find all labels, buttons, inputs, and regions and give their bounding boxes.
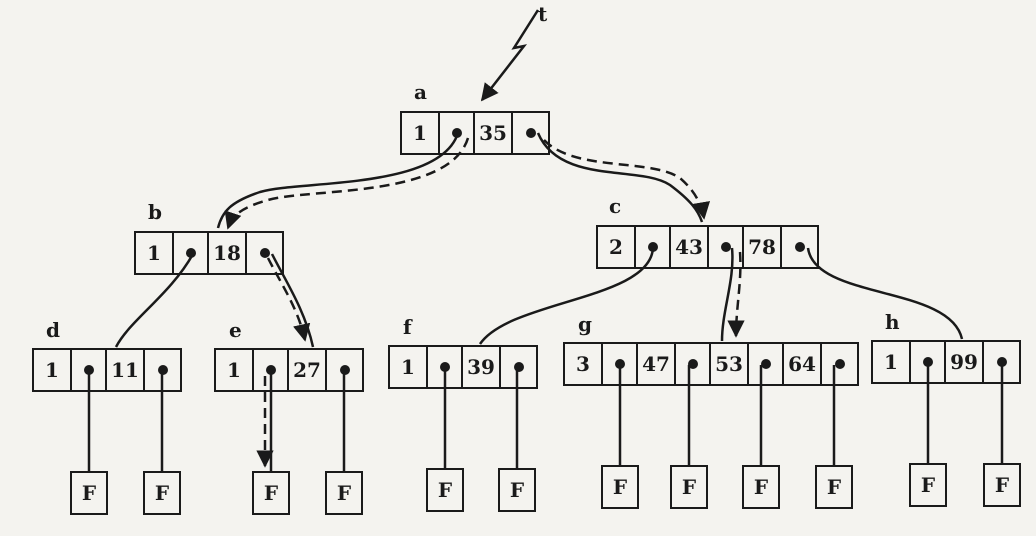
leaf-g-4: F: [815, 465, 853, 509]
leaf-g-2: F: [670, 465, 708, 509]
node-label-h: h: [885, 310, 900, 334]
leaf-d-1: F: [70, 471, 108, 515]
leaf-f-1: F: [426, 468, 464, 512]
node-b: 1 18: [134, 231, 284, 275]
node-d-pointer-0: [72, 350, 107, 390]
root-pointer-line: [480, 9, 540, 102]
node-c-pointer-0: [636, 227, 671, 267]
node-a-key-0: 35: [475, 113, 513, 153]
node-f-pointer-0: [428, 347, 463, 387]
node-a-count: 1: [402, 113, 440, 153]
root-pointer-label: t: [538, 2, 548, 26]
edge-a-c-search: [543, 139, 711, 220]
node-label-e: e: [229, 318, 242, 342]
node-a-pointer-0: [440, 113, 475, 153]
node-c-pointer-2: [782, 227, 817, 267]
node-e-key-0: 27: [289, 350, 327, 390]
node-g-count: 3: [565, 344, 603, 384]
node-g-pointer-0: [603, 344, 638, 384]
leaf-f-2: F: [498, 468, 536, 512]
node-c-key-1: 78: [744, 227, 782, 267]
node-c-pointer-1: [709, 227, 744, 267]
node-g-pointer-3: [822, 344, 857, 384]
edge-c-g-search: [727, 251, 745, 338]
node-g-key-2: 64: [784, 344, 822, 384]
node-c: 2 43 78: [596, 225, 819, 269]
node-b-key-0: 18: [209, 233, 247, 273]
node-label-d: d: [46, 318, 60, 342]
node-d: 1 11: [32, 348, 182, 392]
node-g: 3 47 53 64: [563, 342, 859, 386]
node-g-key-1: 53: [711, 344, 749, 384]
node-h-pointer-0: [911, 342, 946, 382]
node-label-b: b: [148, 200, 162, 224]
leaf-h-2: F: [983, 463, 1021, 507]
node-label-f: f: [403, 315, 412, 339]
node-b-pointer-1: [247, 233, 282, 273]
edge-c-g: [720, 247, 734, 342]
node-a-pointer-1: [513, 113, 548, 153]
node-b-count: 1: [136, 233, 174, 273]
edge-a-b: [216, 132, 460, 229]
edge-b-d: [114, 253, 195, 348]
node-d-key-0: 11: [107, 350, 145, 390]
node-h-key-0: 99: [946, 342, 984, 382]
leaf-e-1: F: [252, 471, 290, 515]
node-label-a: a: [414, 80, 427, 104]
leaf-d-2: F: [143, 471, 181, 515]
leaf-e-2: F: [325, 471, 363, 515]
edge-c-h: [806, 247, 964, 340]
node-f-pointer-1: [501, 347, 536, 387]
leaf-h-1: F: [909, 463, 947, 507]
node-e-pointer-1: [327, 350, 362, 390]
node-a: 1 35: [400, 111, 550, 155]
node-h-count: 1: [873, 342, 911, 382]
node-f: 1 39: [388, 345, 538, 389]
node-f-key-0: 39: [463, 347, 501, 387]
node-e: 1 27: [214, 348, 364, 392]
node-e-pointer-0: [254, 350, 289, 390]
leaf-g-3: F: [742, 465, 780, 509]
node-d-pointer-1: [145, 350, 180, 390]
leaf-g-1: F: [601, 465, 639, 509]
node-g-key-0: 47: [638, 344, 676, 384]
node-c-count: 2: [598, 227, 636, 267]
node-h: 1 99: [871, 340, 1021, 384]
node-d-count: 1: [34, 350, 72, 390]
node-f-count: 1: [390, 347, 428, 387]
edge-a-b-search: [224, 137, 470, 230]
edge-c-f: [478, 247, 655, 345]
node-g-pointer-1: [676, 344, 711, 384]
edge-b-e-search: [266, 257, 311, 342]
node-label-g: g: [578, 312, 592, 336]
node-label-c: c: [609, 194, 622, 218]
node-h-pointer-1: [984, 342, 1019, 382]
node-c-key-0: 43: [671, 227, 709, 267]
node-e-count: 1: [216, 350, 254, 390]
node-g-pointer-2: [749, 344, 784, 384]
node-b-pointer-0: [174, 233, 209, 273]
